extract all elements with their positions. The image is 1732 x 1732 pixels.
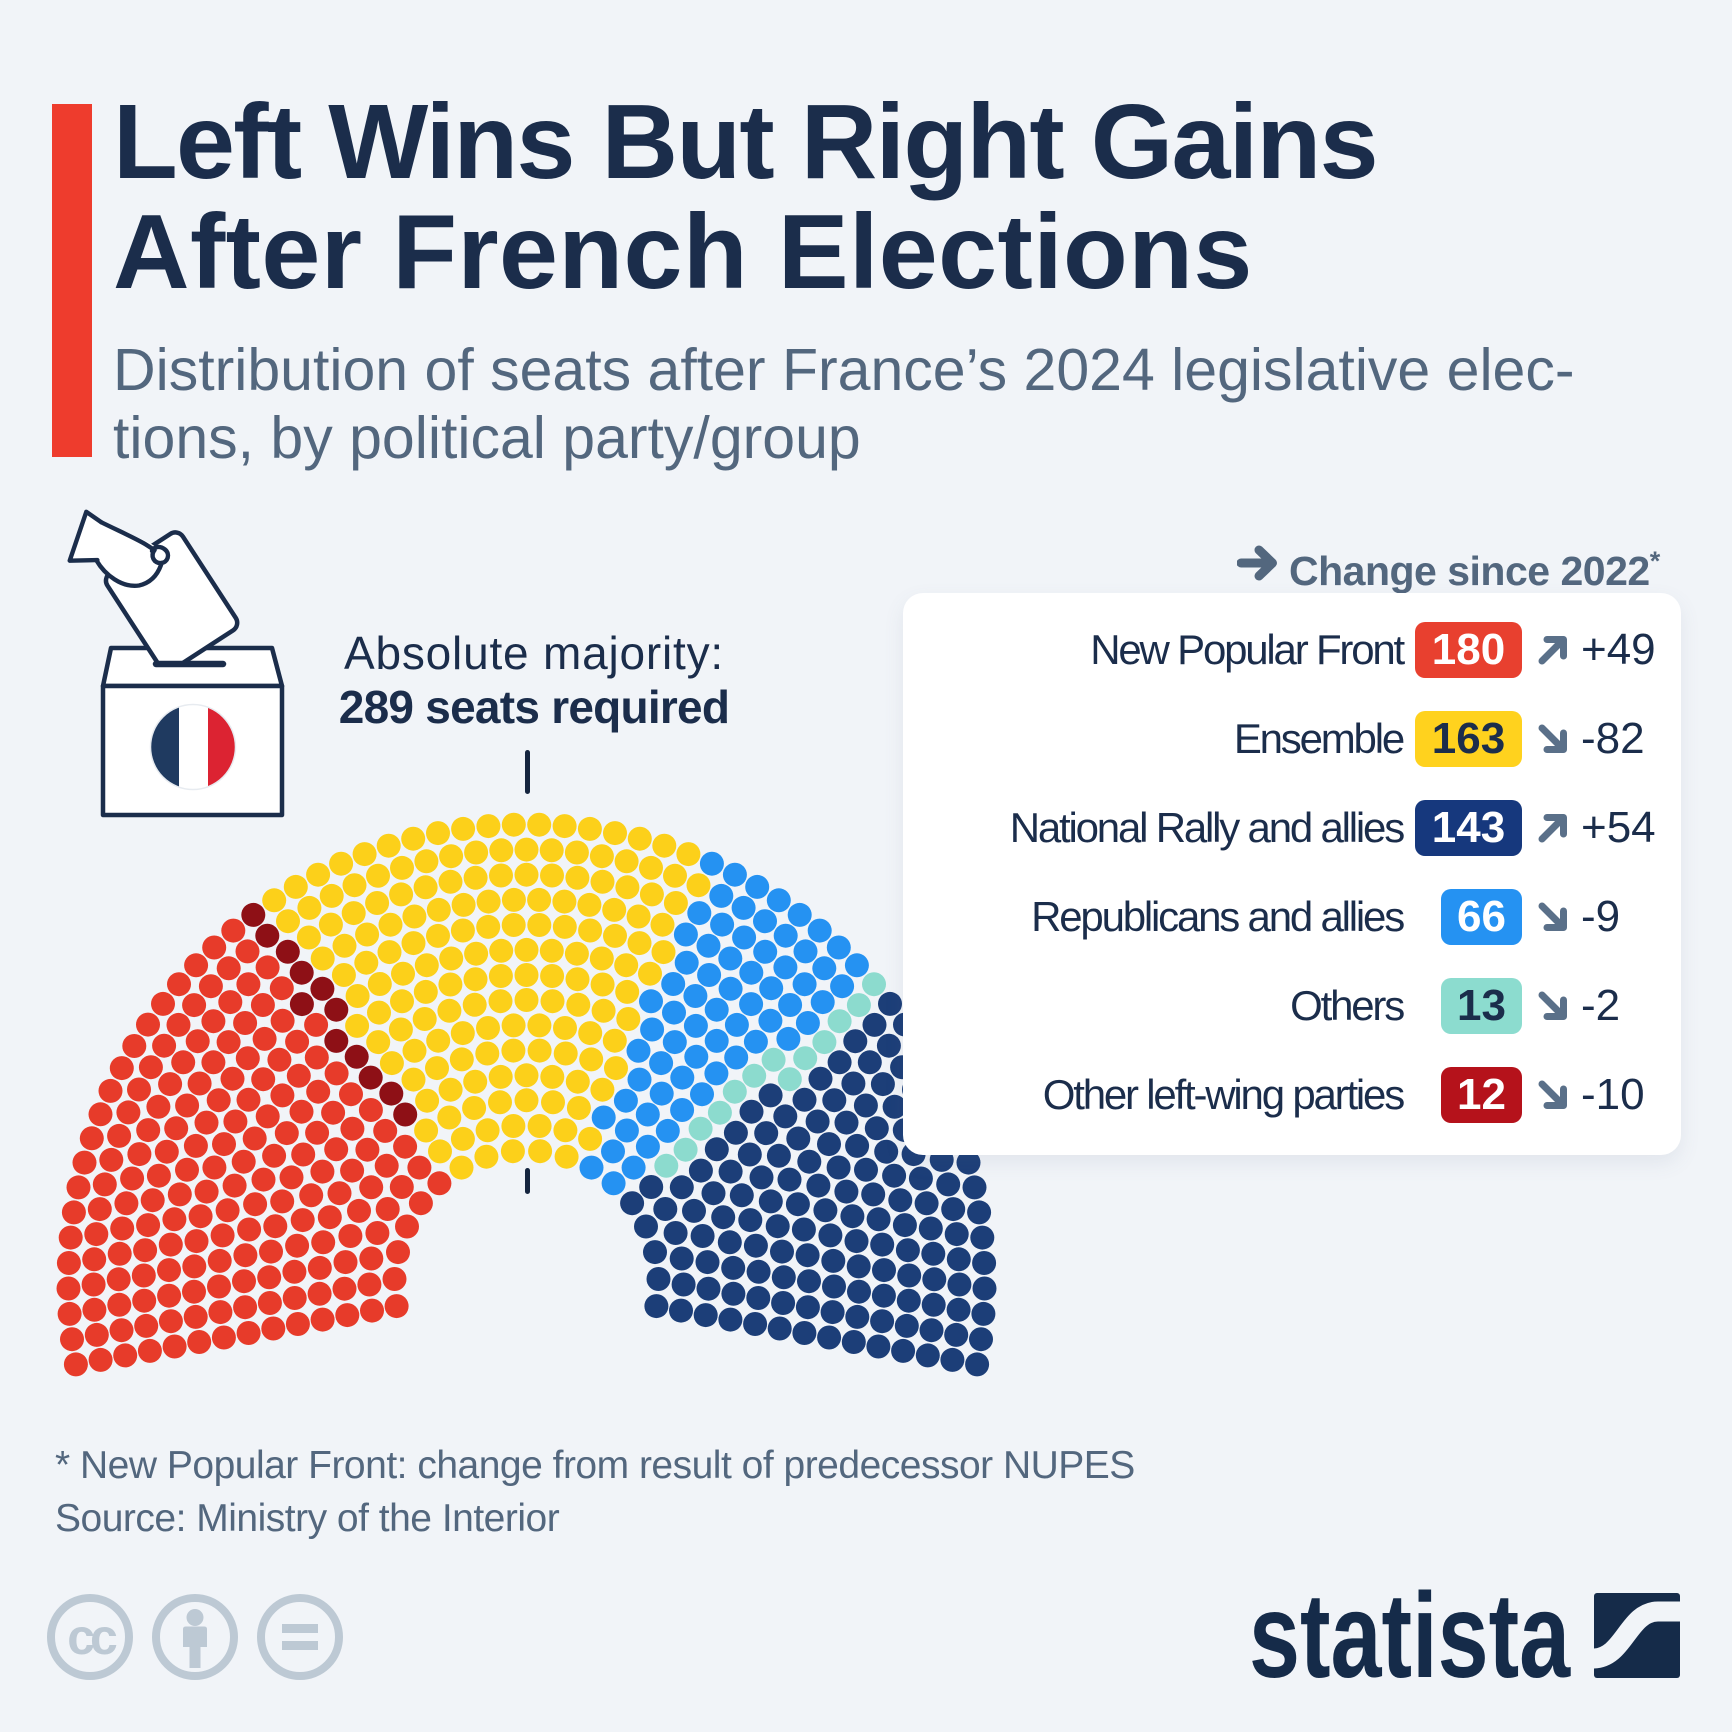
svg-text:cc: cc — [67, 1609, 117, 1665]
